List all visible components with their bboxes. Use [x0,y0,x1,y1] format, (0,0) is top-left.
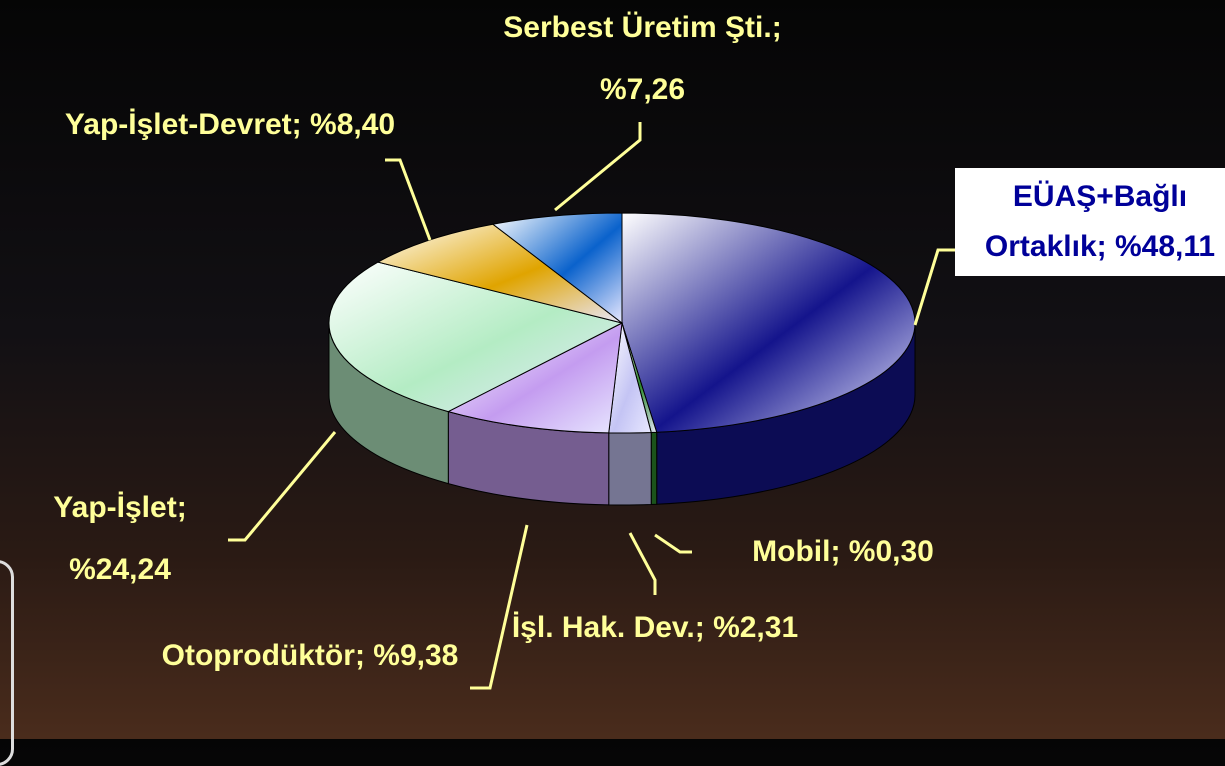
slice-label: Mobil; %0,30 [698,521,988,583]
slice-label: İşl. Hak. Dev.; %2,31 [490,597,820,659]
value-label: %0,30 [848,535,934,568]
category-name: EÜAŞ+Bağlı Ortaklık [984,180,1188,263]
pie [328,212,916,506]
separator: ; [694,611,705,644]
value-label: %2,31 [713,611,799,644]
slice [446,322,623,434]
leader-line [228,431,337,542]
slice-side-shade [329,323,449,484]
value-label: %48,11 [1114,230,1216,263]
leader-line [628,532,657,595]
separator: ; [830,535,841,568]
category-name: Mobil [752,535,831,568]
slice-label: Serbest Üretim Şti.; %7,26 [470,0,815,121]
leader-line [913,248,956,326]
leader-lines [228,122,956,690]
category-name: İşl. Hak. Dev. [511,611,695,644]
slice-side-shade [656,323,915,505]
slice [621,212,916,433]
category-name: Otoprodüktör [161,639,355,672]
separator: ; [176,491,187,524]
slice-label: Yap-İşlet-Devret; %8,40 [40,94,420,156]
separator: ; [771,11,782,44]
separator: ; [291,108,302,141]
category-name: Serbest Üretim Şti. [503,11,772,44]
leader-line [470,524,529,690]
value-label: %8,40 [310,108,396,141]
slice-side-shade [448,411,609,505]
slice-side-shade [608,432,652,505]
slice-label: Yap-İşlet; %24,24 [0,477,240,601]
slice [491,212,623,325]
category-name: Yap-İşlet [53,491,177,524]
slice-label: EÜAŞ+Bağlı Ortaklık; %48,11 [955,168,1225,276]
leader-line [385,158,432,241]
value-label: %24,24 [69,553,171,586]
separator: ; [1096,230,1107,263]
leader-line [554,122,642,212]
leader-line [654,533,692,554]
slice [328,261,624,413]
value-label: %9,38 [373,639,459,672]
slice-side-shade [651,432,657,505]
category-name: Yap-İşlet-Devret [64,108,292,141]
value-label: %7,26 [599,73,686,106]
separator: ; [354,639,365,672]
slice-label: Otoprodüktör; %9,38 [130,625,490,687]
chart [228,122,956,690]
